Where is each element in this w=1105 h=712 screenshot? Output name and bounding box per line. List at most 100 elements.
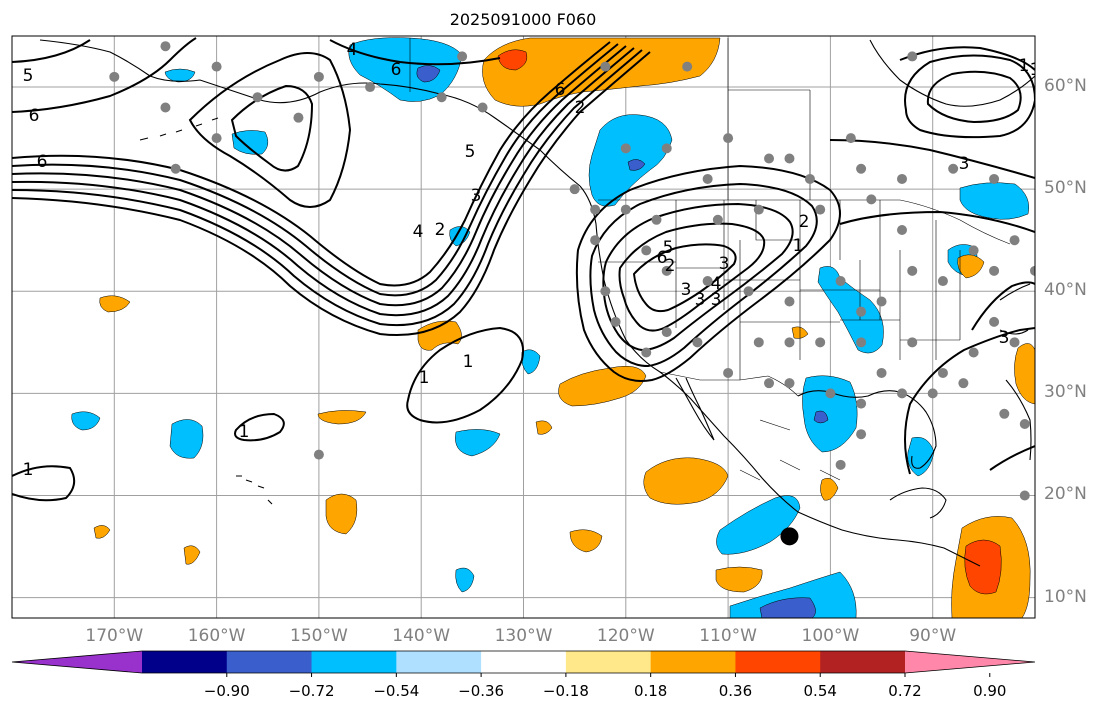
contour-label: 2 <box>435 220 446 240</box>
border-us-canada <box>598 199 1011 245</box>
longitude-label: 100°W <box>801 626 860 646</box>
station-dot <box>784 378 795 389</box>
contour-ak-top-3 <box>329 39 501 66</box>
contour-label: 3 <box>695 290 706 310</box>
station-dot <box>590 235 601 246</box>
station-dot <box>866 194 877 205</box>
contour-label: 1 <box>793 236 804 256</box>
pos-area-mexico <box>643 457 729 505</box>
location-marker <box>780 527 799 546</box>
station-dot <box>897 173 908 184</box>
contour-label: 5 <box>465 142 476 162</box>
latitude-label: 20°N <box>1044 484 1087 505</box>
longitude-label: 170°W <box>85 626 144 646</box>
contour-east-8 <box>971 281 1035 331</box>
latitude-label: 10°N <box>1044 586 1087 607</box>
station-dot <box>1019 419 1030 429</box>
colorbar-segment <box>565 651 652 673</box>
colorbar-outline <box>11 650 1036 674</box>
station-dot <box>764 153 775 164</box>
colorbar-segment <box>226 651 313 673</box>
station-dot <box>661 143 672 154</box>
longitude-label: 130°W <box>494 626 553 646</box>
station-dot <box>313 71 324 82</box>
station-dot <box>457 51 468 62</box>
station-dot <box>641 245 652 256</box>
station-dot <box>876 367 887 378</box>
neg-area-pacific-4 <box>455 567 475 593</box>
pos-area-pacific-3 <box>569 529 603 553</box>
contour-jet-4 <box>12 47 635 317</box>
station-markers <box>109 41 1035 501</box>
contour-trough-2 <box>589 182 818 368</box>
colorbar-segment <box>820 651 906 673</box>
station-dot <box>569 184 580 195</box>
station-dot <box>661 327 672 338</box>
station-dot <box>610 316 621 327</box>
neg-area-alaska-core <box>416 65 441 83</box>
pos-area-pacific-7 <box>183 545 201 565</box>
station-dot <box>651 214 662 225</box>
contour-label: 6 <box>657 248 668 268</box>
station-dot <box>170 163 181 174</box>
coastline-alaska <box>39 39 581 187</box>
longitude-label: 150°W <box>290 626 348 646</box>
contour-ak-top-2 <box>12 37 197 113</box>
contour-label: 5 <box>663 238 674 258</box>
pos-area-baja-west <box>417 320 462 351</box>
colorbar-segment <box>396 651 482 673</box>
station-dot <box>927 388 938 399</box>
pos-area-yukon <box>482 37 721 107</box>
station-dot <box>1019 490 1030 501</box>
contour-east-6 <box>904 327 1035 475</box>
station-dot <box>856 306 867 317</box>
colorbar-tick-label: −0.90 <box>203 682 250 700</box>
chart-title: 2025091000 F060 <box>449 10 597 29</box>
station-dot <box>835 276 846 287</box>
neg-area-south <box>729 571 857 618</box>
contour-trough-4 <box>618 222 766 332</box>
contour-jet-2 <box>12 43 619 297</box>
contour-jet-5 <box>12 49 643 327</box>
pos-area-east-edge <box>1014 343 1035 405</box>
station-dot <box>968 245 979 256</box>
station-dot <box>815 337 826 348</box>
pos-area-pacific-8 <box>93 525 111 539</box>
station-dot <box>784 296 795 307</box>
contour-trough-3 <box>602 202 794 352</box>
station-dot <box>723 367 734 378</box>
contour-label: 3 <box>959 154 970 174</box>
station-dot <box>897 225 908 235</box>
contour-trough-5 <box>632 243 737 313</box>
station-dot <box>856 429 867 440</box>
station-dot <box>293 112 304 123</box>
station-dot <box>784 153 795 164</box>
station-dot <box>937 276 948 287</box>
longitude-label: 140°W <box>392 626 451 646</box>
station-dot <box>897 388 908 399</box>
coastline-baja <box>675 377 715 441</box>
neg-area-hudson <box>959 182 1029 220</box>
pos-area-ohio <box>957 254 985 279</box>
islands-aleutian <box>139 117 219 141</box>
contour-ak-top-1 <box>12 39 91 63</box>
neg-area-south-core <box>759 597 816 618</box>
station-dot <box>876 296 887 307</box>
colorbar-extend-high <box>905 651 1035 673</box>
contour-label: 6 <box>391 60 402 80</box>
colorbar-segment <box>311 651 397 673</box>
longitude-label: 120°W <box>596 626 655 646</box>
contour-label: 1 <box>23 460 34 480</box>
station-dot <box>907 265 918 276</box>
longitude-label: 90°W <box>909 626 957 646</box>
contour-label: 4 <box>413 222 424 242</box>
colorbar-tick-label: 0.90 <box>973 682 1007 700</box>
station-dot <box>989 265 1000 276</box>
longitude-label: 160°W <box>187 626 246 646</box>
station-dot <box>815 204 826 215</box>
contour-east-1 <box>899 46 1035 71</box>
contour-jet-3 <box>12 45 627 307</box>
colorbar-tick-label: −0.36 <box>458 682 505 700</box>
contour-label: 6 <box>37 152 48 172</box>
